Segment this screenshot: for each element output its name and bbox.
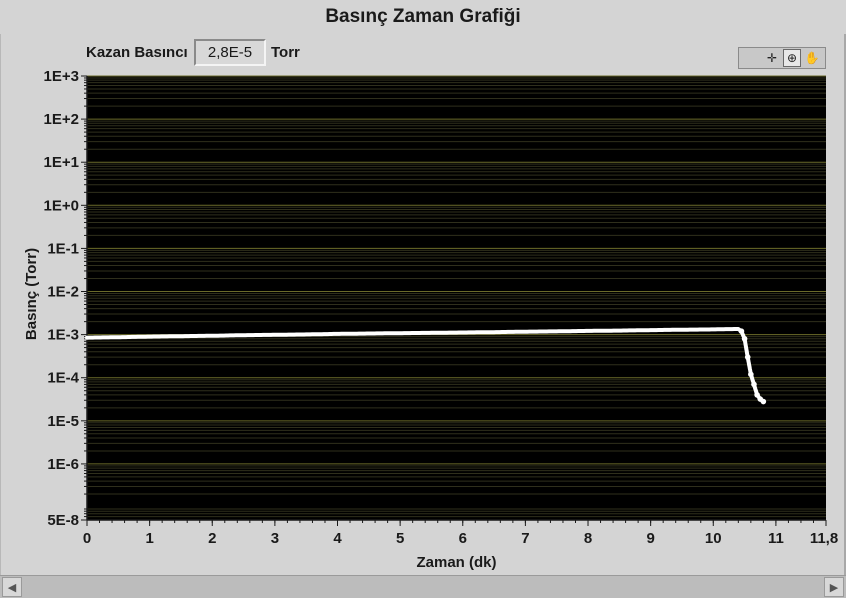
y-axis-label: Basınç (Torr) — [23, 248, 40, 340]
data-point — [754, 392, 760, 398]
tick-labels: 0 1 2 3 4 5 6 7 8 9 10 11 11,8 1E+3 1E+2 1E+1 1E+0 1E-1 1E… — [44, 68, 839, 547]
y-tick-label: 1E-1 — [47, 240, 79, 257]
y-tick-label: 1E+1 — [44, 154, 79, 171]
x-tick-label: 6 — [459, 530, 467, 547]
data-point — [751, 381, 757, 388]
y-tick-label: 1E-5 — [47, 413, 79, 430]
crosshair-icon[interactable]: ✛ — [766, 51, 778, 65]
pan-hand-icon[interactable]: ✋ — [804, 51, 820, 65]
pressure-readout-value: 2,8E-5 — [194, 39, 266, 66]
chart-title: Basınç Zaman Grafiği — [325, 6, 521, 27]
data-series — [85, 327, 767, 405]
x-tick-label: 5 — [396, 530, 404, 547]
y-tick-label: 5E-8 — [47, 512, 79, 529]
x-tick-label: 10 — [705, 530, 722, 547]
x-tick-label: 0 — [83, 530, 91, 547]
scroll-left-button[interactable]: ◀ — [2, 577, 22, 597]
frame-right-border — [844, 34, 846, 575]
pressure-series-line — [85, 327, 766, 404]
x-tick-label: 2 — [208, 530, 216, 547]
graph-window: Basınç Zaman Grafiği Kazan Basıncı 2,8E-… — [0, 6, 846, 575]
data-point — [760, 398, 767, 405]
x-tick-label: 11 — [768, 530, 784, 547]
data-point — [741, 335, 748, 342]
pressure-time-chart: 0 1 2 3 4 5 6 7 8 9 10 11 11,8 1E+3 1E+2 1E+1 1E+0 1E-1 1E… — [23, 68, 839, 571]
graph-palette: ✛ ⊕ ✋ — [738, 47, 826, 69]
y-tick-label: 1E-2 — [47, 284, 79, 301]
y-tick-label: 1E+3 — [44, 68, 79, 85]
horizontal-scrollbar[interactable]: ◀ ▶ — [0, 575, 846, 598]
zoom-icon[interactable]: ⊕ — [783, 49, 801, 67]
x-tick-label: 9 — [646, 530, 654, 547]
x-tick-label: 7 — [521, 530, 529, 547]
x-tick-label: 1 — [145, 530, 153, 547]
x-tick-label: 4 — [333, 530, 342, 547]
x-tick-label: 8 — [584, 530, 592, 547]
x-tick-label: 11,8 — [810, 530, 838, 547]
y-tick-label: 1E+2 — [44, 111, 79, 128]
scroll-right-button[interactable]: ▶ — [824, 577, 844, 597]
y-tick-label: 1E-6 — [47, 456, 79, 473]
x-axis-label: Zaman (dk) — [416, 554, 496, 571]
data-point — [738, 328, 745, 335]
data-point — [748, 371, 754, 378]
data-point — [744, 354, 751, 360]
x-tick-label: 3 — [271, 530, 279, 547]
frame-left-border — [0, 34, 1, 575]
y-tick-label: 1E-3 — [47, 327, 79, 344]
y-tick-label: 1E+0 — [44, 197, 79, 214]
axes — [81, 75, 827, 526]
y-tick-label: 1E-4 — [47, 370, 79, 387]
grid-lines — [87, 75, 826, 521]
pressure-readout-label: Kazan Basıncı — [86, 44, 188, 61]
pressure-readout-unit: Torr — [271, 44, 300, 61]
